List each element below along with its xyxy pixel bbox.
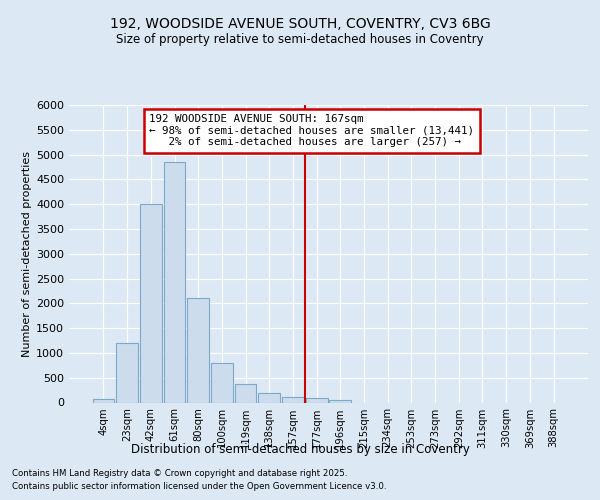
Text: Distribution of semi-detached houses by size in Coventry: Distribution of semi-detached houses by … — [131, 442, 469, 456]
Bar — [306, 398, 328, 402]
Bar — [164, 162, 185, 402]
Bar — [259, 392, 280, 402]
Bar — [282, 396, 304, 402]
Bar — [140, 204, 162, 402]
Bar — [187, 298, 209, 403]
Y-axis label: Number of semi-detached properties: Number of semi-detached properties — [22, 151, 32, 357]
Text: 192, WOODSIDE AVENUE SOUTH, COVENTRY, CV3 6BG: 192, WOODSIDE AVENUE SOUTH, COVENTRY, CV… — [110, 18, 490, 32]
Bar — [211, 363, 233, 403]
Text: Size of property relative to semi-detached houses in Coventry: Size of property relative to semi-detach… — [116, 32, 484, 46]
Bar — [116, 343, 138, 402]
Bar — [235, 384, 256, 402]
Bar — [329, 400, 351, 402]
Text: Contains HM Land Registry data © Crown copyright and database right 2025.: Contains HM Land Registry data © Crown c… — [12, 468, 347, 477]
Bar — [92, 399, 115, 402]
Text: 192 WOODSIDE AVENUE SOUTH: 167sqm
← 98% of semi-detached houses are smaller (13,: 192 WOODSIDE AVENUE SOUTH: 167sqm ← 98% … — [149, 114, 475, 147]
Text: Contains public sector information licensed under the Open Government Licence v3: Contains public sector information licen… — [12, 482, 386, 491]
